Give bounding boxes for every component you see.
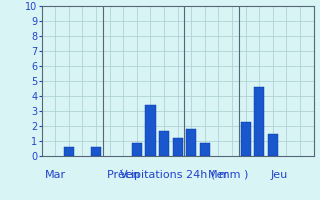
Text: Mer: Mer (208, 170, 229, 180)
Bar (268, 134, 278, 156)
Bar (132, 142, 142, 156)
X-axis label: Précipitations 24h ( mm ): Précipitations 24h ( mm ) (107, 170, 248, 180)
Bar (64, 147, 74, 156)
Bar (159, 130, 169, 156)
Bar (145, 105, 156, 156)
Text: Ven: Ven (120, 170, 140, 180)
Bar (200, 142, 210, 156)
Text: Jeu: Jeu (271, 170, 288, 180)
Text: Mar: Mar (44, 170, 66, 180)
Bar (241, 121, 251, 156)
Bar (91, 147, 101, 156)
Bar (186, 129, 196, 156)
Bar (172, 138, 183, 156)
Bar (254, 87, 264, 156)
